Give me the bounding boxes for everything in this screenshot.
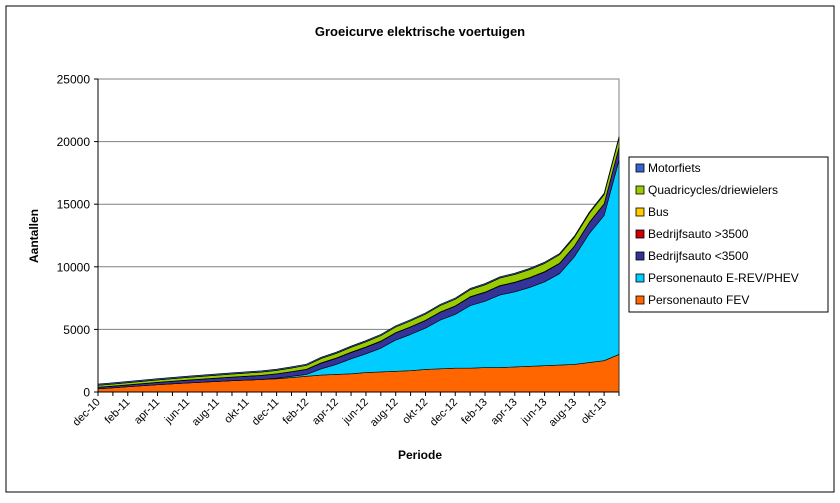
- y-axis-title: Aantallen: [27, 209, 41, 263]
- legend-swatch: [635, 229, 645, 239]
- legend-swatch: [635, 295, 645, 305]
- legend-box: [628, 156, 829, 313]
- legend-label: Bedrijfsauto >3500: [648, 227, 749, 241]
- x-axis-title: Periode: [398, 448, 442, 462]
- legend-label: Quadricycles/driewielers: [648, 183, 778, 197]
- legend-label: Motorfiets: [648, 161, 701, 175]
- y-tick-label: 5000: [63, 323, 90, 337]
- y-tick-label: 0: [83, 386, 90, 400]
- legend-label: Bedrijfsauto <3500: [648, 249, 749, 263]
- y-tick-label: 20000: [57, 135, 91, 149]
- legend-swatch: [635, 185, 645, 195]
- legend-label: Personenauto FEV: [648, 293, 749, 307]
- legend-label: Bus: [648, 205, 669, 219]
- y-axis: 0 5000 10000 15000 20000 25000: [57, 73, 99, 400]
- area-motorfiets: [97, 136, 620, 386]
- area-series: [97, 136, 620, 393]
- y-tick-label: 25000: [57, 73, 91, 87]
- legend-swatch: [635, 251, 645, 261]
- legend-label: Personenauto E-REV/PHEV: [648, 271, 799, 285]
- y-tick-label: 15000: [57, 198, 91, 212]
- y-tick-label: 10000: [57, 260, 91, 274]
- legend-swatch: [635, 163, 645, 173]
- chart-title: Groeicurve elektrische voertuigen: [315, 24, 525, 39]
- gridlines: [98, 141, 619, 330]
- legend-swatch: [635, 207, 645, 217]
- legend: Motorfiets Quadricycles/driewielers Bus Bed…: [628, 156, 829, 313]
- legend-swatch: [635, 273, 645, 283]
